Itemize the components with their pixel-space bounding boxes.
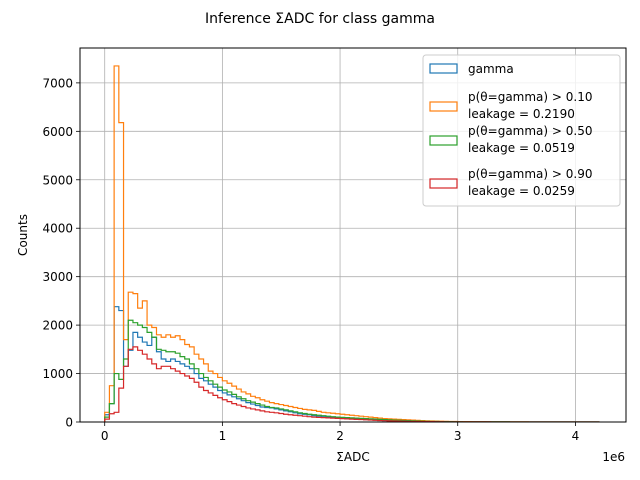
x-tick-label-2: 2 [336,429,344,443]
legend-label-3: p(θ=gamma) > 0.90 leakage = 0.0259 [468,167,592,198]
y-tick-label-2: 2000 [42,319,73,333]
series-3-histogram [104,346,600,423]
legend-patch-1 [429,101,458,112]
y-tick-label-4: 4000 [42,222,73,236]
legend-label-0: gamma [468,62,514,76]
y-tick-label-7: 7000 [42,76,73,90]
legend-patch-0 [429,63,458,74]
x-axis-label: ΣADC [336,450,369,464]
legend-label-1: p(θ=gamma) > 0.10 leakage = 0.2190 [468,90,592,121]
legend-patch-2 [429,135,458,146]
x-tick-label-4: 4 [572,429,580,443]
y-tick-label-3: 3000 [42,270,73,284]
y-tick-label-6: 6000 [42,125,73,139]
chart-title: Inference ΣADC for class gamma [205,11,435,27]
legend-patch-3 [429,178,458,189]
y-tick-label-1: 1000 [42,367,73,381]
y-tick-label-0: 0 [65,416,73,430]
axes-frame [79,47,627,423]
legend-label-2: p(θ=gamma) > 0.50 leakage = 0.0519 [468,124,592,155]
x-ticks: 0 1 2 3 4 [101,422,579,443]
legend-box [422,54,621,207]
x-tick-label-1: 1 [219,429,227,443]
x-tick-label-3: 3 [454,429,462,443]
y-tick-label-5: 5000 [42,173,73,187]
x-tick-label-0: 0 [101,429,109,443]
x-offset-label: 1e6 [602,450,625,464]
y-axis-label: Counts [16,214,30,256]
y-ticks: 0 1000 2000 3000 4000 5000 6000 7000 [42,76,80,430]
series-0-histogram [104,306,600,423]
